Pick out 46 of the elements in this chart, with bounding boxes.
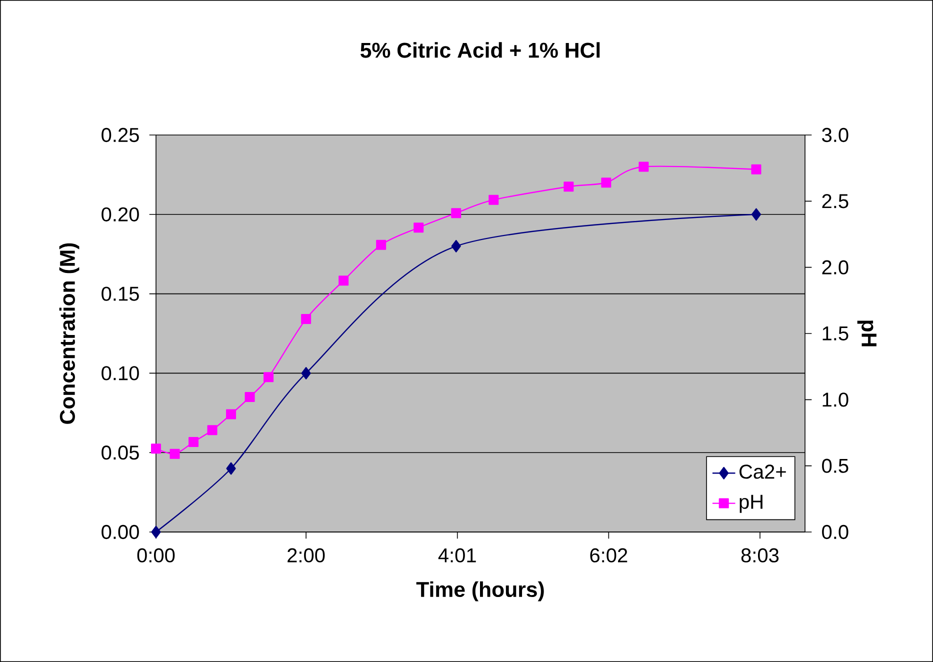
point bbox=[151, 526, 161, 538]
point bbox=[301, 367, 311, 380]
point bbox=[376, 240, 386, 250]
y-tick-label: 0.05 bbox=[102, 446, 139, 460]
point bbox=[264, 372, 274, 382]
point bbox=[338, 276, 349, 286]
point bbox=[751, 208, 762, 221]
point bbox=[226, 462, 236, 475]
y2-tick-label: 3.0 bbox=[822, 128, 848, 142]
point bbox=[151, 444, 161, 454]
y2-tick-label: 0.0 bbox=[822, 524, 848, 540]
y2-tick-label: 0.5 bbox=[822, 458, 848, 473]
point bbox=[751, 164, 762, 174]
point bbox=[188, 437, 199, 448]
point bbox=[170, 448, 180, 459]
y-tick-label: 0.25 bbox=[102, 128, 139, 142]
y-tick-label: 0.20 bbox=[102, 207, 139, 222]
point bbox=[451, 240, 461, 252]
y2-tick-label: 1.0 bbox=[822, 392, 848, 407]
x-axis-title: Time (hours) bbox=[416, 581, 544, 602]
legend-label: Ca2+ bbox=[740, 464, 786, 479]
x-tick-label: 2:00 bbox=[288, 548, 325, 562]
point bbox=[244, 392, 255, 402]
x-tick-label: 6:02 bbox=[590, 548, 628, 562]
y2-tick-label: 1.5 bbox=[822, 326, 848, 340]
point bbox=[638, 162, 649, 172]
x-tick-label: 0:00 bbox=[137, 548, 175, 562]
point bbox=[488, 194, 499, 205]
legend-label: pH bbox=[740, 494, 762, 513]
point bbox=[226, 409, 236, 420]
y-tick-label: 0.15 bbox=[102, 286, 139, 301]
point bbox=[414, 222, 424, 233]
x-tick-label: 8:03 bbox=[741, 548, 779, 562]
chart-title: 5% Citric Acid + 1% HCl bbox=[360, 42, 600, 58]
point bbox=[601, 178, 612, 188]
y2-axis-title: pH bbox=[857, 320, 876, 346]
y-tick-label: 0.10 bbox=[102, 366, 139, 380]
x-tick-label: 4:01 bbox=[438, 548, 476, 562]
y-tick-label: 0.00 bbox=[102, 524, 139, 540]
point bbox=[451, 208, 462, 218]
point bbox=[301, 314, 312, 324]
point bbox=[564, 182, 574, 192]
y2-tick-label: 2.5 bbox=[822, 194, 848, 208]
y2-tick-label: 2.0 bbox=[822, 260, 848, 274]
point bbox=[207, 425, 218, 436]
y-axis-title: Concentration (M) bbox=[59, 243, 80, 424]
